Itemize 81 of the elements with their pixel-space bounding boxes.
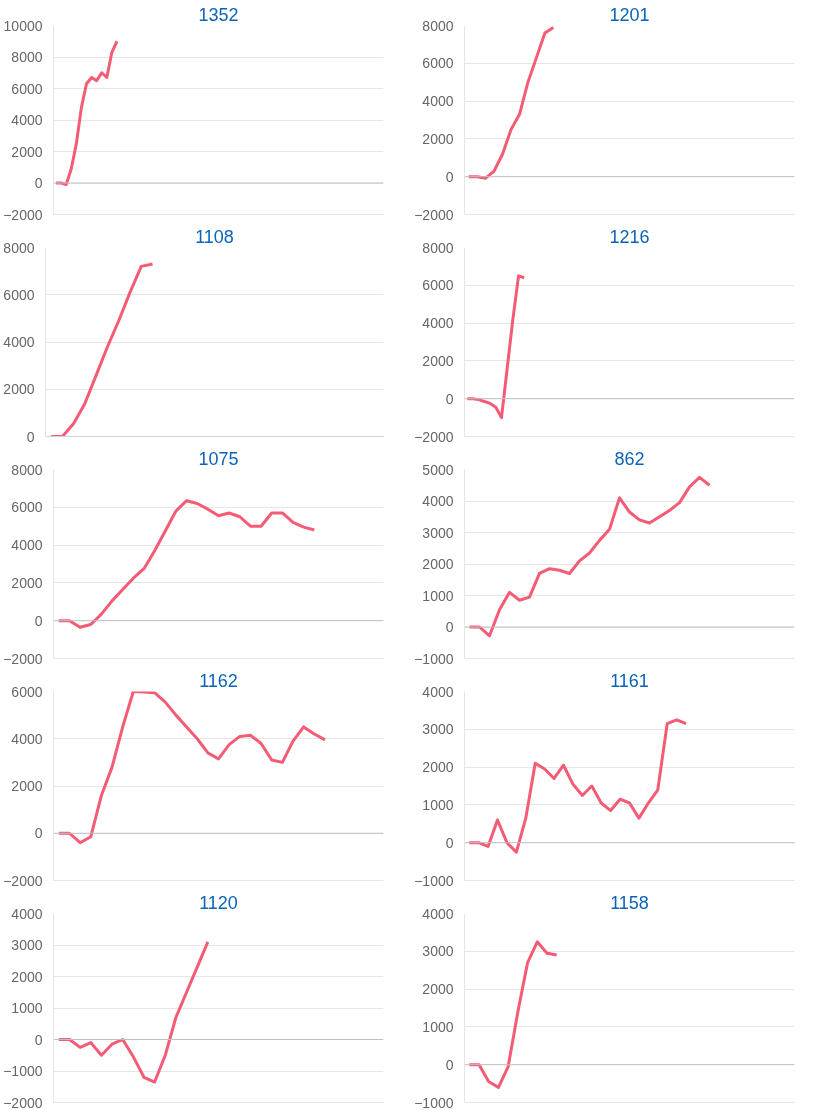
line-series	[49, 262, 155, 437]
chart-title: 1352	[198, 4, 239, 25]
y-tick-label: 5000	[422, 461, 454, 478]
y-tick-label: 0	[445, 390, 454, 407]
line-series	[467, 25, 555, 180]
y-tick-label: 0	[445, 834, 454, 851]
chart-title: 1216	[609, 226, 650, 247]
y-tick-label: 0	[34, 825, 43, 842]
y-tick-label: 4000	[11, 905, 43, 922]
y-tick-label: 8000	[11, 461, 43, 478]
y-tick-label: 0	[34, 1031, 43, 1048]
chart-title: 1120	[199, 892, 238, 913]
y-tick-label: 4000	[3, 334, 35, 350]
y-tick-label: 8000	[3, 239, 35, 256]
y-tick-label: 2000	[11, 968, 43, 985]
chart-title: 1201	[609, 4, 650, 25]
chart-title: 862	[614, 448, 645, 469]
line-series	[468, 475, 711, 638]
y-tick-label: −2000	[3, 1094, 43, 1110]
y-tick-label: 6000	[3, 286, 35, 303]
y-tick-label: 0	[445, 1056, 454, 1073]
line-series	[57, 940, 210, 1084]
y-tick-label: 6000	[422, 277, 454, 294]
y-tick-label: 1000	[422, 587, 454, 604]
y-tick-label: 1000	[11, 1000, 43, 1016]
line-series	[465, 274, 526, 420]
y-tick-label: 0	[26, 428, 35, 445]
chart-title: 1075	[198, 448, 239, 469]
y-tick-label: −2000	[3, 206, 43, 223]
chart-title: 1161	[610, 670, 649, 691]
y-tick-label: 3000	[11, 937, 43, 953]
y-tick-label: −2000	[3, 872, 43, 889]
y-tick-label: 8000	[422, 17, 454, 34]
y-tick-label: 1000	[422, 1018, 454, 1035]
line-series	[57, 499, 316, 629]
y-tick-label: −1000	[414, 872, 454, 889]
y-tick-label: 10000	[3, 17, 43, 34]
y-tick-label: 8000	[11, 49, 43, 65]
y-tick-label: 2000	[422, 759, 454, 776]
chart-title: 1162	[199, 670, 238, 691]
y-tick-label: 6000	[11, 683, 43, 700]
y-tick-label: −2000	[414, 206, 454, 223]
y-tick-label: 6000	[11, 499, 43, 516]
y-tick-label: 2000	[422, 352, 454, 369]
y-tick-label: 4000	[422, 315, 454, 332]
y-tick-label: 6000	[11, 80, 43, 97]
y-tick-label: 0	[34, 175, 43, 191]
y-tick-label: −1000	[414, 1094, 454, 1110]
y-tick-label: 2000	[422, 130, 454, 147]
y-tick-label: 3000	[422, 943, 454, 960]
y-tick-label: 2000	[11, 574, 43, 591]
y-tick-label: −1000	[414, 650, 454, 667]
y-tick-label: 3000	[422, 524, 454, 541]
y-tick-label: 2000	[11, 778, 43, 794]
y-tick-label: 1000	[422, 796, 454, 813]
y-tick-label: 4000	[422, 493, 454, 509]
y-tick-label: 4000	[11, 112, 43, 128]
y-tick-label: 4000	[422, 683, 454, 700]
line-series	[467, 940, 559, 1089]
y-tick-label: 2000	[422, 556, 454, 572]
chart-title: 1108	[195, 226, 234, 247]
y-tick-label: −1000	[3, 1063, 43, 1079]
y-tick-label: 6000	[422, 55, 454, 72]
y-tick-label: 4000	[11, 537, 43, 554]
y-tick-label: 4000	[422, 93, 454, 110]
y-tick-label: 3000	[422, 721, 454, 738]
y-tick-label: −2000	[3, 650, 43, 667]
chart-title: 1158	[610, 892, 649, 913]
y-tick-label: 2000	[3, 381, 35, 398]
y-tick-label: 4000	[422, 905, 454, 922]
y-tick-label: 2000	[422, 981, 454, 998]
line-series	[467, 718, 688, 854]
y-tick-label: 8000	[422, 239, 454, 256]
y-tick-label: 0	[445, 619, 454, 635]
line-series	[57, 691, 327, 845]
y-tick-label: 4000	[11, 730, 43, 747]
y-tick-label: −2000	[414, 428, 454, 445]
y-tick-label: 0	[34, 612, 43, 629]
y-tick-label: 2000	[11, 143, 43, 160]
line-series	[54, 39, 119, 187]
y-tick-label: 0	[445, 168, 454, 185]
